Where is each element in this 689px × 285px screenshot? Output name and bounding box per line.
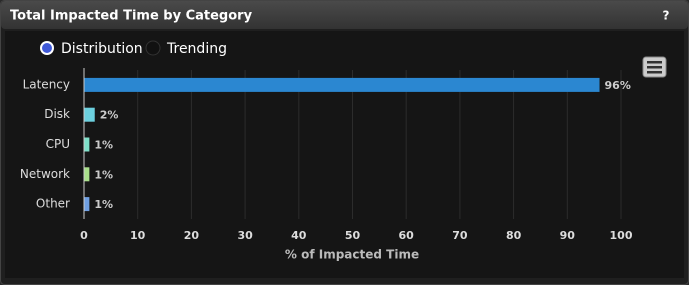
bar	[84, 137, 90, 152]
x-tick-label: 100	[610, 229, 633, 242]
x-tick-label: 80	[506, 229, 522, 242]
x-tick-label: 50	[345, 229, 361, 242]
y-tick-label: CPU	[46, 137, 70, 151]
bar	[84, 107, 95, 122]
x-tick-label: 60	[399, 229, 415, 242]
menu-line	[647, 71, 662, 74]
panel-header	[1, 1, 688, 29]
panel-title: Total Impacted Time by Category	[10, 9, 253, 24]
value-label: 1%	[94, 198, 113, 211]
x-tick-label: 20	[184, 229, 200, 242]
value-label: 96%	[605, 79, 631, 92]
y-tick-label: Other	[36, 197, 70, 211]
menu-line	[647, 66, 662, 69]
menu-button[interactable]	[642, 56, 667, 78]
bar	[84, 197, 90, 212]
radio-circle	[145, 40, 161, 56]
value-label: 1%	[94, 168, 113, 181]
x-tick-label: 30	[237, 229, 253, 242]
y-tick-label: Latency	[23, 77, 70, 91]
x-tick-label: 10	[130, 229, 146, 242]
bar	[84, 167, 90, 182]
value-label: 1%	[94, 139, 113, 152]
radio-distribution[interactable]: Distribution	[40, 41, 143, 57]
bar	[84, 77, 600, 92]
y-tick-label: Network	[20, 167, 70, 181]
radio-trending[interactable]: Trending	[145, 40, 227, 57]
help-button[interactable]: ?	[663, 9, 670, 23]
panel-body	[5, 31, 684, 278]
x-tick-label: 90	[560, 229, 576, 242]
x-axis-title: % of Impacted Time	[285, 248, 419, 262]
value-label: 2%	[100, 109, 119, 122]
radio-dot	[42, 43, 52, 53]
y-tick-label: Disk	[44, 107, 70, 121]
radio-label: Distribution	[61, 41, 143, 57]
x-tick-label: 0	[80, 229, 88, 242]
x-tick-label: 70	[452, 229, 468, 242]
x-tick-label: 40	[291, 229, 307, 242]
radio-label: Trending	[166, 41, 227, 57]
menu-line	[647, 61, 662, 64]
